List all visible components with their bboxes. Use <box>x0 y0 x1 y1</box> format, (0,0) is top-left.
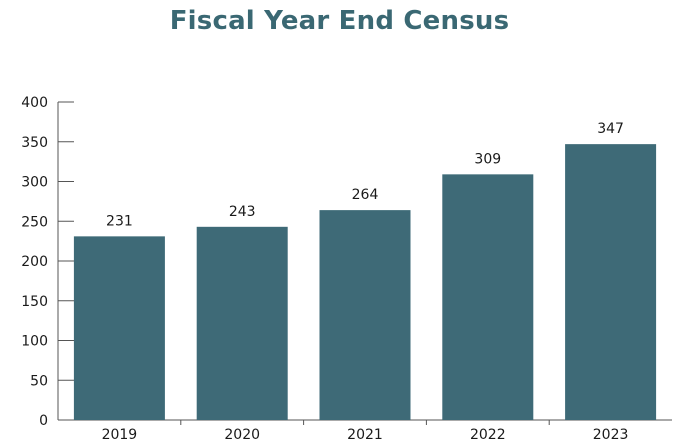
bar-2019 <box>73 236 165 420</box>
bar-2022 <box>442 174 534 420</box>
y-tick-label: 400 <box>21 95 48 111</box>
y-axis: 0 50 100 150 200 250 300 350 400 <box>21 95 74 429</box>
chart-title: Fiscal Year End Census <box>169 6 510 36</box>
data-label-2021: 264 <box>352 187 379 203</box>
y-tick-label: 300 <box>21 175 48 191</box>
bar-2021 <box>319 210 411 420</box>
bar-2023 <box>565 144 657 420</box>
x-tick-label-2019: 2019 <box>102 427 138 443</box>
y-tick-label: 0 <box>39 413 48 429</box>
y-tick-label: 200 <box>21 254 48 270</box>
data-label-2019: 231 <box>106 213 133 229</box>
x-tick-label-2022: 2022 <box>470 427 506 443</box>
y-tick-label: 150 <box>21 294 48 310</box>
y-tick-label: 250 <box>21 214 48 230</box>
data-label-2023: 347 <box>597 121 624 137</box>
bars <box>73 144 657 420</box>
y-tick-label: 350 <box>21 135 48 151</box>
x-tick-label-2023: 2023 <box>593 427 629 443</box>
x-axis: 2019 2020 2021 2022 2023 <box>58 419 672 443</box>
x-tick-label-2021: 2021 <box>347 427 383 443</box>
data-labels: 231 243 264 309 347 <box>106 121 624 229</box>
data-label-2022: 309 <box>474 151 501 167</box>
y-tick-label: 100 <box>21 334 48 350</box>
data-label-2020: 243 <box>229 204 256 220</box>
y-tick-label: 50 <box>30 373 48 389</box>
bar-2020 <box>196 226 288 420</box>
x-tick-label-2020: 2020 <box>224 427 260 443</box>
